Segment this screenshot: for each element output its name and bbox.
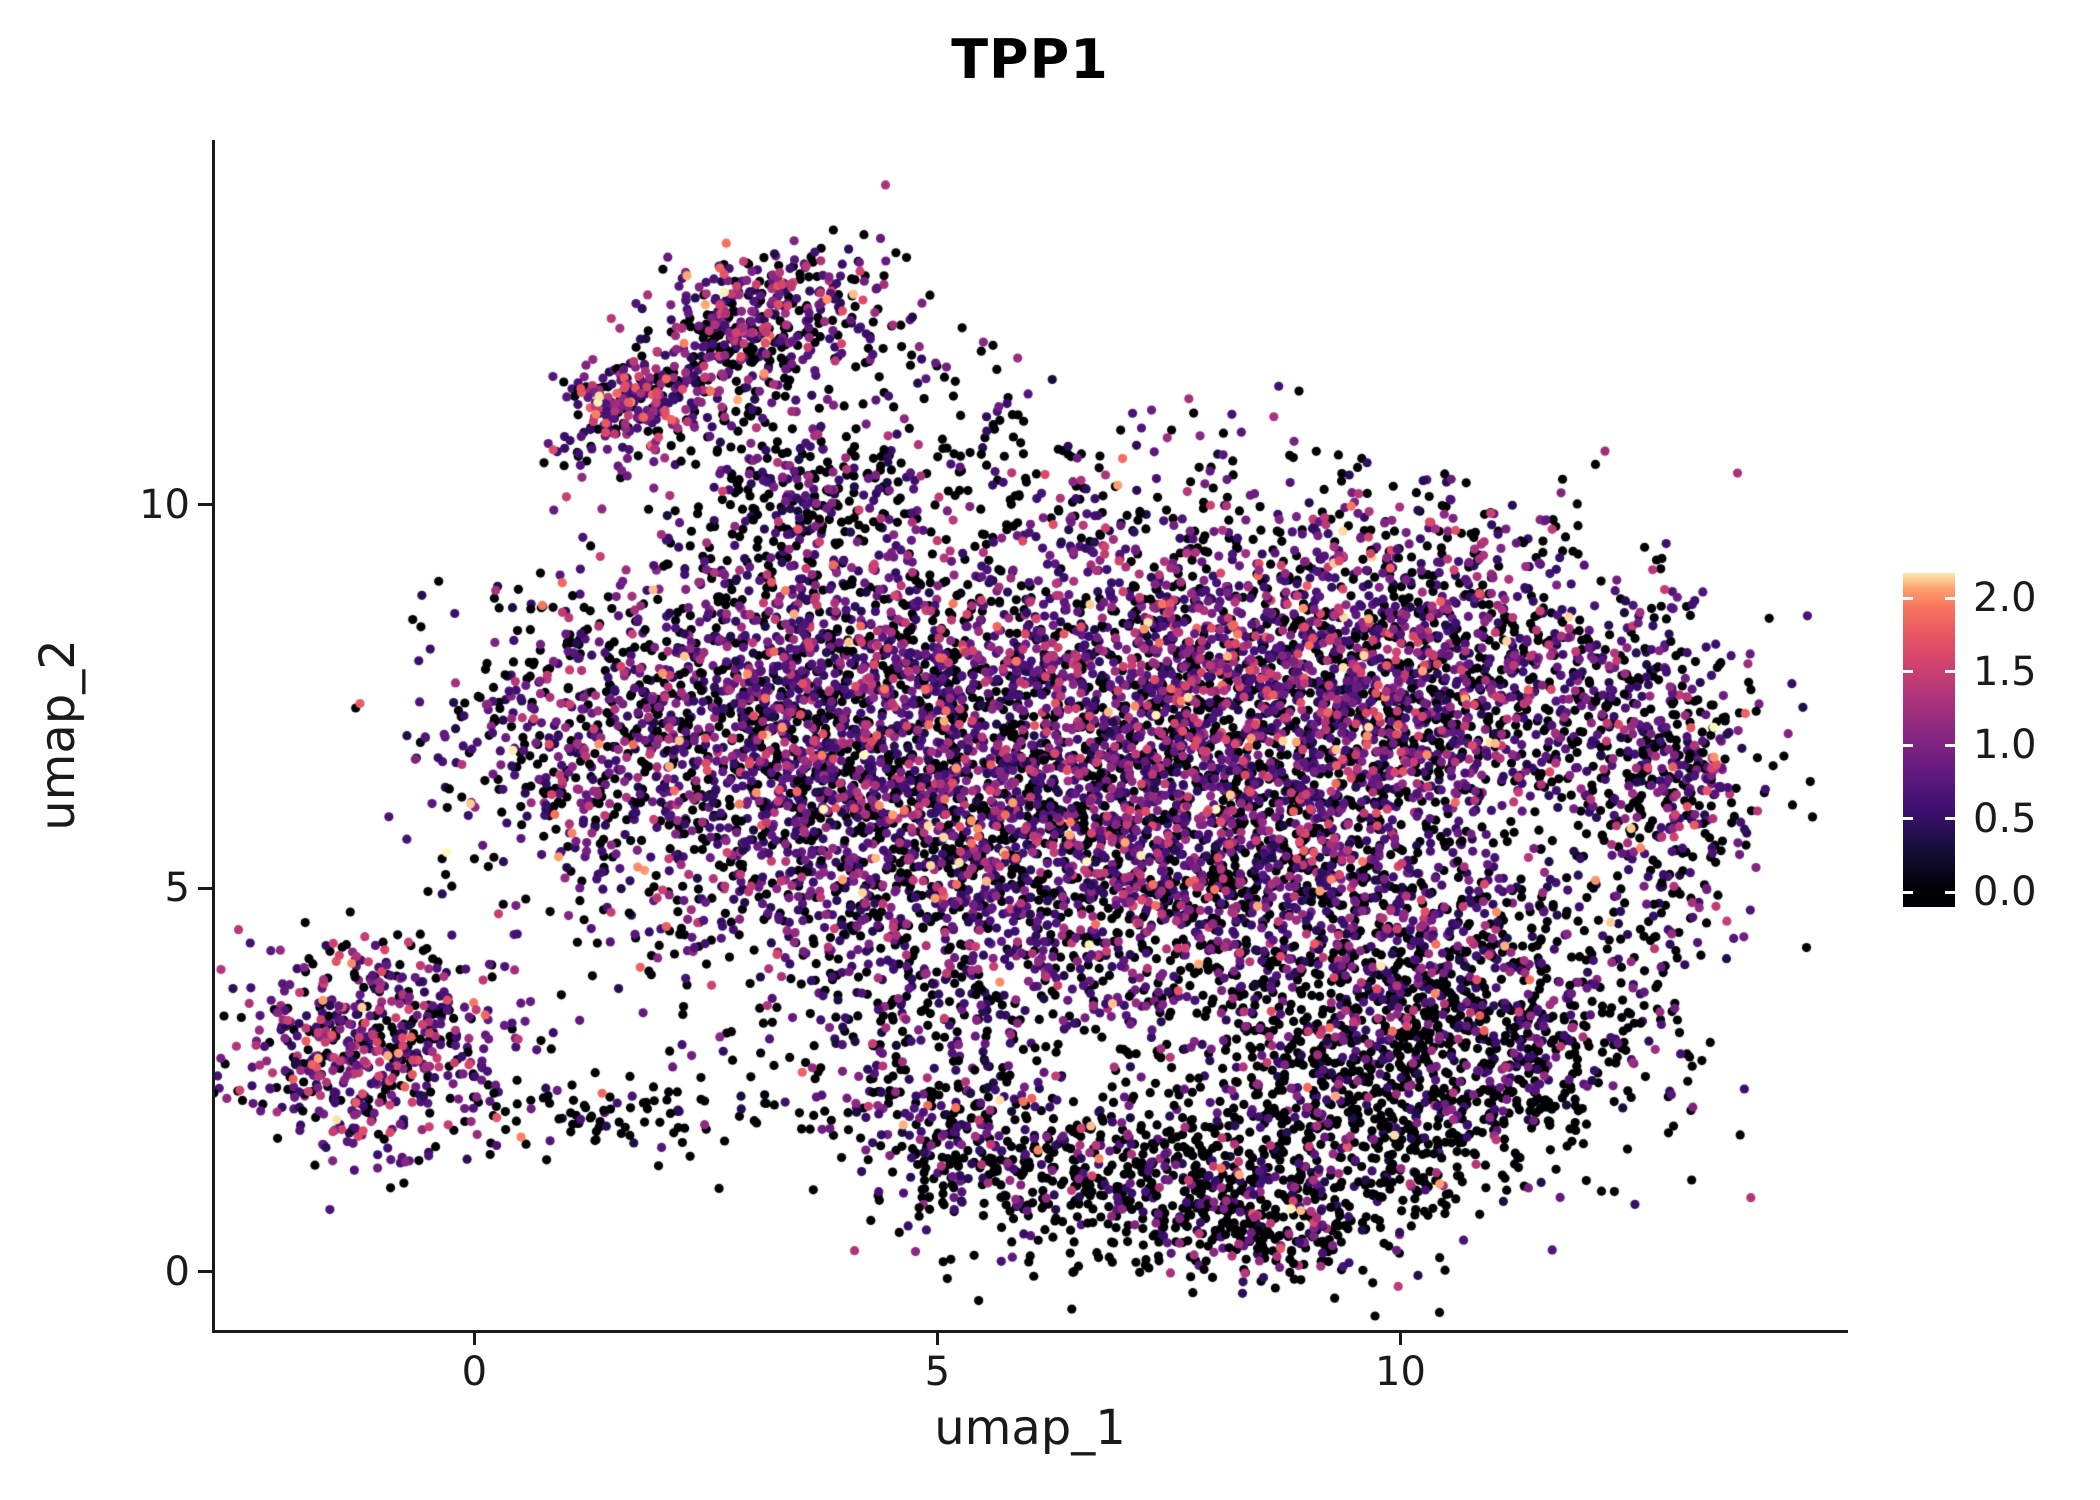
colorbar-tick-mark: [1945, 817, 1955, 821]
x-axis-label: umap_1: [934, 1400, 1126, 1456]
colorbar-tick-mark: [1903, 596, 1913, 600]
x-tick-label: 10: [1375, 1349, 1426, 1395]
colorbar-tick-label: 2.0: [1973, 575, 2037, 621]
x-axis-line: [212, 1330, 1848, 1333]
colorbar-tick-mark: [1903, 670, 1913, 674]
x-tick-mark: [1398, 1331, 1402, 1345]
colorbar: [1903, 573, 1955, 907]
colorbar-tick-mark: [1945, 670, 1955, 674]
colorbar-tick-label: 0.0: [1973, 869, 2037, 916]
y-axis-label: umap_2: [30, 639, 86, 831]
chart-title: TPP1: [951, 28, 1109, 91]
colorbar-tick-label: 0.5: [1973, 795, 2037, 842]
y-tick-mark: [198, 886, 212, 890]
colorbar-tick-label: 1.5: [1973, 648, 2037, 695]
x-tick-mark: [935, 1331, 939, 1345]
x-tick-mark: [472, 1331, 476, 1345]
y-tick-mark: [198, 1270, 212, 1274]
colorbar-tick-mark: [1903, 743, 1913, 747]
colorbar-tick-mark: [1903, 817, 1913, 821]
y-tick-label: 0: [164, 1248, 190, 1295]
y-tick-label: 10: [139, 481, 190, 528]
colorbar-tick-label: 1.0: [1973, 722, 2037, 769]
colorbar-tick-mark: [1945, 890, 1955, 894]
y-tick-label: 5: [164, 865, 190, 912]
y-axis-line: [212, 140, 215, 1333]
colorbar-tick-mark: [1903, 890, 1913, 894]
x-tick-label: 0: [461, 1349, 488, 1395]
y-tick-mark: [198, 503, 212, 507]
x-tick-label: 5: [924, 1349, 951, 1395]
colorbar-gradient: [1903, 573, 1955, 907]
colorbar-tick-mark: [1945, 743, 1955, 747]
scatter-canvas: [215, 140, 1845, 1330]
colorbar-tick-mark: [1945, 596, 1955, 600]
